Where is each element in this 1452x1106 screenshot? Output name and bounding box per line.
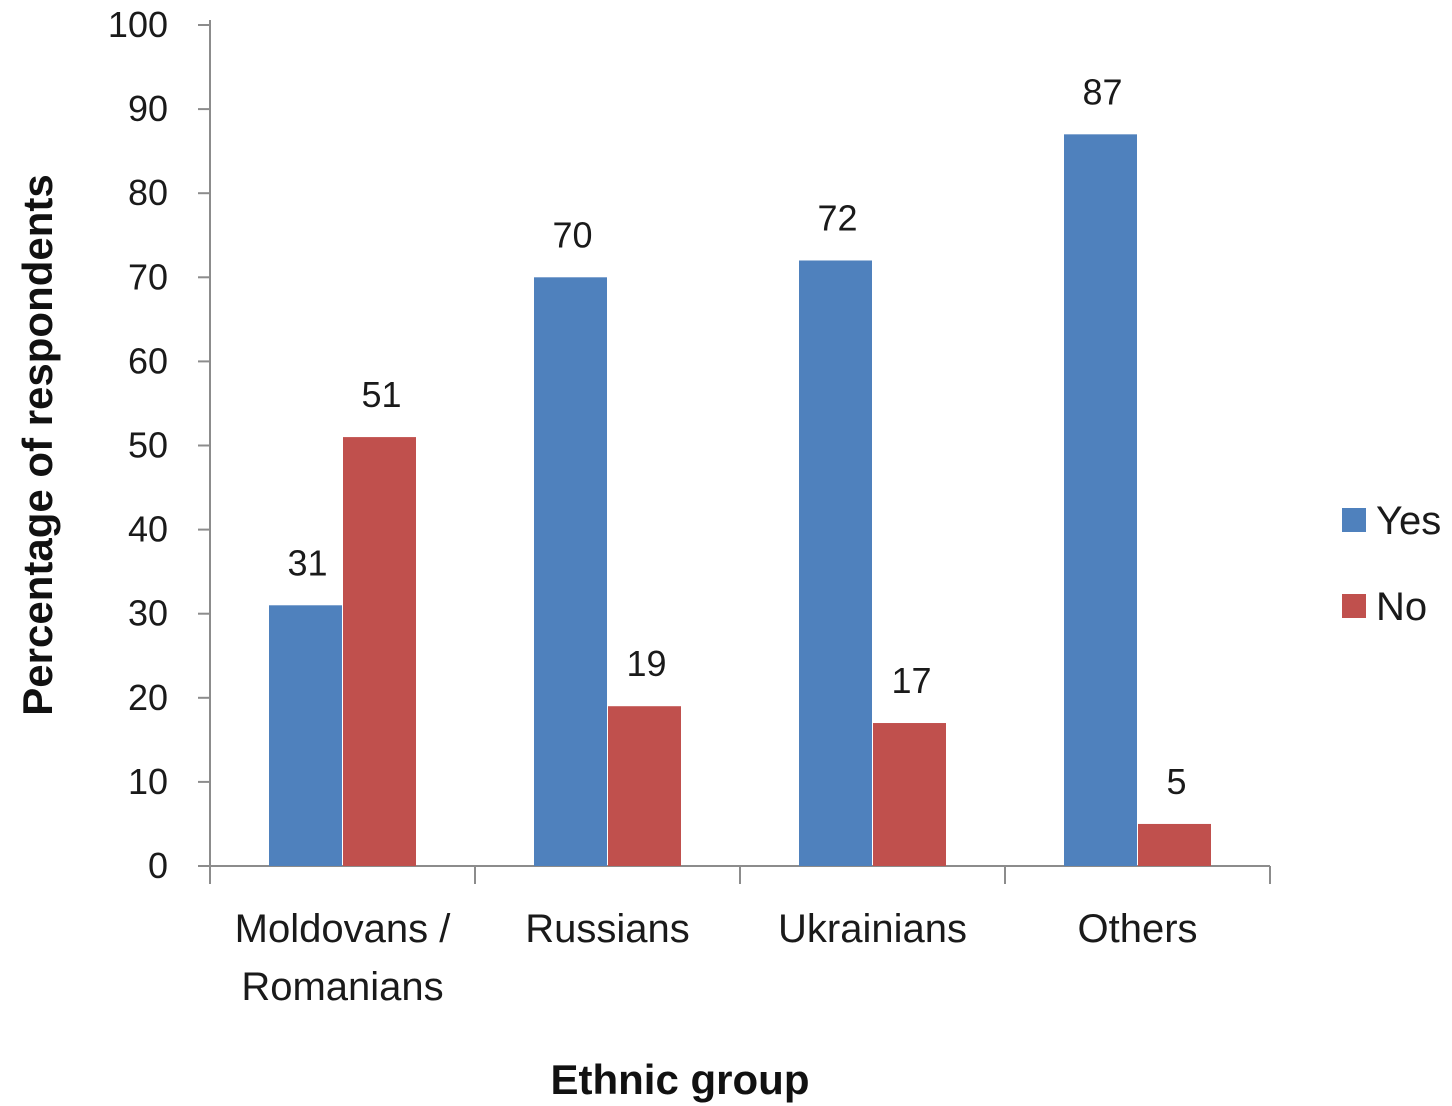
y-tick-label: 100 [108,4,168,45]
y-tick-label: 30 [128,593,168,634]
x-axis: Moldovans / Romanians Russians Ukrainians Ot… [198,865,1271,1009]
legend-label-yes: Yes [1376,499,1441,543]
y-tick-label: 90 [128,88,168,129]
x-axis-title: Ethnic group [551,1056,810,1103]
data-label-no: 19 [626,643,666,684]
bar-no [608,706,681,866]
data-label-no: 5 [1166,761,1186,802]
y-tick-label: 40 [128,509,168,550]
bar-yes [534,277,607,866]
data-label-yes: 72 [817,197,857,238]
legend-swatch-yes [1342,508,1366,532]
bars [269,134,1211,867]
bar-no [1138,823,1211,866]
data-label-no: 51 [361,374,401,415]
y-axis: 0 10 20 30 40 50 60 70 80 90 100 [108,4,211,886]
data-labels: 31 70 72 87 51 19 17 5 [287,71,1186,802]
bar-yes [799,260,872,867]
bar-yes [1064,134,1137,866]
x-category-label: Russians [525,907,690,951]
y-tick-label: 60 [128,340,168,381]
bar-no [873,723,946,866]
y-tick-label: 10 [128,761,168,802]
data-label-yes: 70 [552,214,592,255]
y-tick-label: 50 [128,425,168,466]
x-category-label: Ukrainians [778,907,967,951]
x-category-label: Moldovans / [235,907,452,951]
y-tick-label: 80 [128,172,168,213]
data-label-yes: 87 [1082,71,1122,112]
x-category-label: Others [1077,907,1197,951]
y-axis-title: Percentage of respondents [14,174,61,715]
y-tick-label: 20 [128,677,168,718]
legend-label-no: No [1376,585,1427,629]
y-tick-label: 70 [128,256,168,297]
x-category-label: Romanians [241,965,443,1009]
data-label-no: 17 [891,660,931,701]
y-tick-label: 0 [148,845,168,886]
legend: Yes No [1342,499,1441,629]
data-label-yes: 31 [287,542,327,583]
bar-yes [269,605,342,866]
bar-no [343,437,416,866]
legend-swatch-no [1342,594,1366,618]
